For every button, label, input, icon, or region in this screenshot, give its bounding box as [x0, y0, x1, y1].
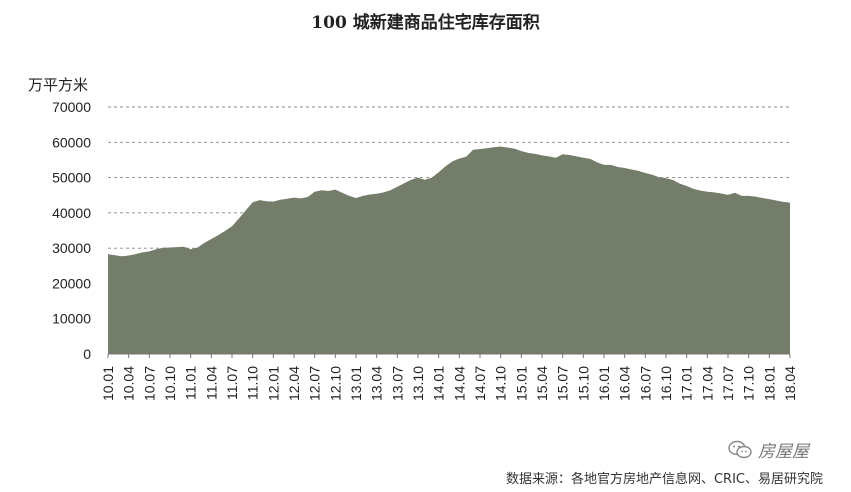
x-tick-label: 15.04 — [534, 366, 550, 401]
x-tick-label: 11.04 — [203, 366, 219, 400]
x-tick-label: 13.07 — [389, 366, 405, 401]
x-tick-label: 17.07 — [720, 366, 736, 401]
x-tick-label: 15.01 — [513, 366, 529, 401]
wechat-icon — [728, 440, 752, 458]
inventory-area-series — [108, 146, 790, 354]
x-tick-label: 13.10 — [410, 366, 426, 401]
x-tick-label: 11.07 — [224, 366, 240, 400]
y-tick-label: 20000 — [52, 275, 91, 291]
x-tick-label: 17.04 — [699, 366, 715, 401]
x-tick-label: 15.07 — [555, 366, 571, 401]
x-tick-label: 16.01 — [596, 366, 612, 401]
x-tick-label: 18.04 — [782, 366, 798, 401]
x-tick-label: 13.04 — [369, 366, 385, 401]
x-tick-label: 17.10 — [741, 366, 757, 401]
y-tick-labels: 0 10000 20000 30000 40000 50000 60000 70000 — [52, 99, 91, 362]
x-tick-label: 10.01 — [100, 366, 116, 401]
x-tick-label: 10.04 — [121, 366, 137, 401]
x-tick-labels: 10.01 10.04 10.07 10.10 11.01 11.04 11.07 11.10… — [100, 366, 798, 401]
x-tick-label: 17.01 — [679, 366, 695, 401]
x-tick-label: 11.01 — [183, 366, 199, 400]
x-tick-label: 16.04 — [617, 366, 633, 401]
y-tick-label: 70000 — [52, 99, 91, 115]
x-tick-label: 14.07 — [472, 366, 488, 401]
y-tick-label: 50000 — [52, 170, 91, 186]
chart-title: 100 城新建商品住宅库存面积 — [311, 13, 540, 33]
source-note: 数据来源：各地官方房地产信息网、CRIC、易居研究院 — [505, 472, 823, 487]
watermark-text: 房屋屋 — [758, 442, 809, 462]
y-tick-label: 60000 — [52, 134, 91, 150]
x-tick-label: 12.01 — [265, 366, 281, 401]
x-tick-label: 12.10 — [327, 366, 343, 401]
x-tick-label: 16.07 — [637, 366, 653, 401]
y-tick-label: 40000 — [52, 205, 91, 221]
y-tick-label: 30000 — [52, 240, 91, 256]
x-tick-label: 12.07 — [307, 366, 323, 401]
x-tick-label: 16.10 — [658, 366, 674, 401]
y-axis-unit-label: 万平方米 — [28, 76, 89, 94]
x-tick-label: 18.01 — [761, 366, 777, 401]
x-tick-label: 14.04 — [451, 366, 467, 401]
y-tick-label: 10000 — [52, 311, 91, 327]
y-tick-label: 0 — [83, 346, 91, 362]
watermark: 房屋屋 — [728, 437, 809, 462]
x-tick-label: 10.07 — [141, 366, 157, 401]
x-tick-label: 14.10 — [493, 366, 509, 401]
x-tick-label: 10.10 — [162, 366, 178, 401]
x-tick-label: 14.01 — [431, 366, 447, 401]
x-tick-label: 12.04 — [286, 366, 302, 401]
x-tick-label: 15.10 — [575, 366, 591, 401]
x-tick-label: 11.10 — [245, 366, 261, 400]
x-tick-label: 13.01 — [348, 366, 364, 401]
x-tick-marks — [107, 354, 791, 358]
